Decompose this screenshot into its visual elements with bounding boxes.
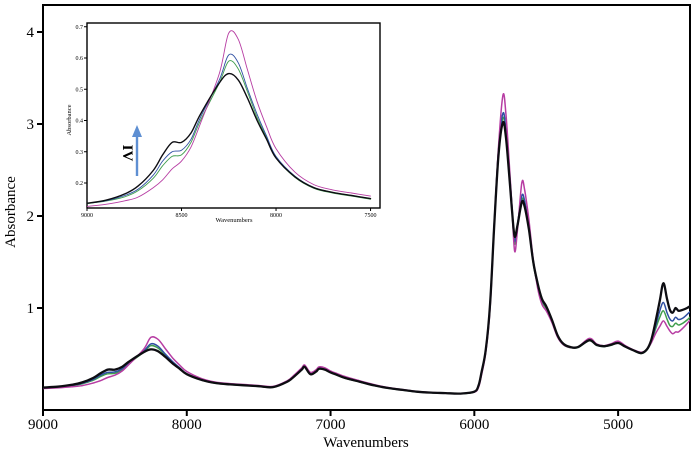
inset-x-tick-label: 8500	[176, 213, 188, 219]
inset-spectra-curves	[87, 30, 372, 207]
plot-border	[42, 4, 691, 411]
x-tick-label: 6000	[459, 417, 489, 433]
inset-x-tick-label: 8000	[270, 213, 282, 219]
y-tick-label: 3	[27, 117, 35, 133]
annotation-iv-label: IV	[119, 145, 135, 162]
main-axis-ticks: 9000 8000 7000 6000 5000 4 3 2 1	[27, 25, 634, 433]
y-tick-label: 1	[27, 301, 35, 317]
inset-axis-ticks: 9000 8500 8000 7500 0.7 0.6 0.5 0.4 0.3 0.2	[76, 25, 377, 219]
spectrum-curve-black	[43, 120, 690, 395]
inset-y-tick-label: 0.7	[76, 25, 84, 31]
x-axis-title: Wavenumbers	[323, 435, 409, 451]
inset-y-tick-label: 0.3	[76, 150, 84, 156]
inset-y-axis-title: Absorbance	[66, 104, 73, 135]
inset-y-tick-label: 0.5	[76, 87, 84, 93]
x-tick-label: 5000	[603, 417, 633, 433]
inset-x-tick-label: 7500	[365, 213, 377, 219]
x-tick-label: 8000	[172, 417, 202, 433]
y-axis-title: Absorbance	[3, 176, 19, 248]
inset-spectrum-curve-magenta	[87, 30, 371, 207]
increase-arrow	[132, 125, 142, 176]
increase-arrow-head	[132, 125, 142, 137]
inset-x-tick-label: 9000	[81, 213, 93, 219]
inset-y-tick-label: 0.4	[76, 119, 84, 125]
y-tick-label: 2	[27, 209, 35, 225]
inset-spectrum-curve-black	[87, 72, 372, 204]
x-tick-label: 9000	[28, 417, 58, 433]
inset-y-tick-label: 0.6	[76, 56, 84, 62]
inset-y-tick-label: 0.2	[76, 181, 84, 187]
inset-x-axis-title: Wavenumbers	[215, 217, 252, 224]
main-spectra-curves	[43, 92, 690, 395]
inset-border	[86, 22, 381, 209]
inset-chart: 9000 8500 8000 7500 0.7 0.6 0.5 0.4 0.3 0.2 Waven…	[66, 22, 381, 224]
y-tick-label: 4	[27, 25, 35, 41]
x-tick-label: 7000	[316, 417, 346, 433]
